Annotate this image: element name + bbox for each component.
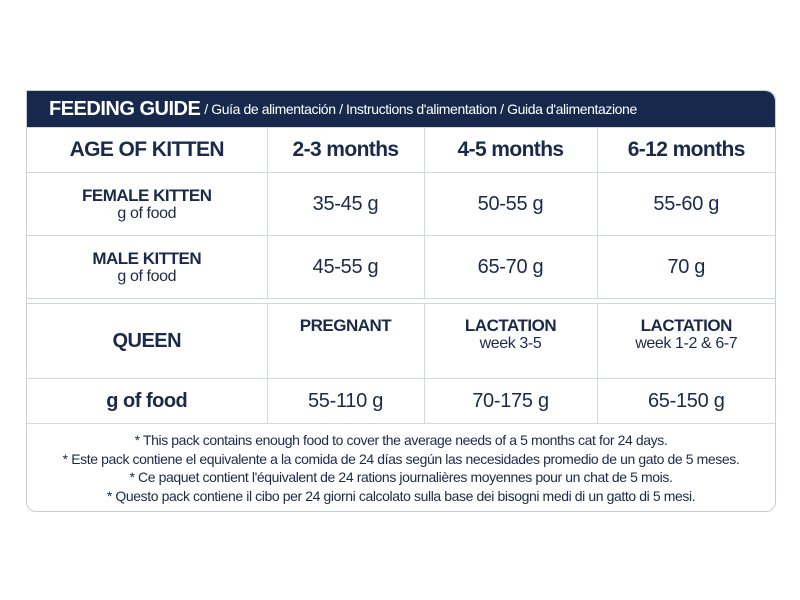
- table-cell: 65-70 g: [423, 235, 598, 299]
- row-label-g-of-food: g of food: [27, 378, 268, 424]
- row-label-female-kitten: FEMALE KITTEN g of food: [27, 172, 268, 236]
- table-row: QUEEN PREGNANT LACTATION week 3-5 LACTAT…: [27, 303, 775, 379]
- corner-label: AGE OF KITTEN: [27, 127, 268, 173]
- table-cell: 35-45 g: [266, 172, 425, 236]
- feeding-guide-card: FEEDING GUIDE / Guía de alimentación / I…: [26, 90, 776, 512]
- table-cell: 55-110 g: [266, 378, 425, 424]
- table-cell: 65-150 g: [596, 378, 775, 424]
- table-cell: 55-60 g: [596, 172, 775, 236]
- column-header: 6-12 months: [596, 127, 775, 173]
- row-label-male-kitten: MALE KITTEN g of food: [27, 235, 268, 299]
- table-row: FEMALE KITTEN g of food 35-45 g 50-55 g …: [27, 172, 775, 236]
- column-header: 2-3 months: [266, 127, 425, 173]
- footnote-it: * Questo pack contiene il cibo per 24 gi…: [106, 487, 696, 504]
- header-subtitle: / Guía de alimentación / Instructions d'…: [204, 101, 637, 117]
- phase-header: LACTATION week 3-5: [423, 303, 598, 379]
- table-row: g of food 55-110 g 70-175 g 65-150 g: [27, 378, 775, 424]
- footnote-fr: * Ce paquet contient l'équivalent de 24 …: [129, 469, 673, 485]
- phase-header: LACTATION week 1-2 & 6-7: [596, 303, 775, 379]
- table-cell: 70-175 g: [423, 378, 598, 424]
- table-cell: 70 g: [596, 235, 775, 299]
- header-title: FEEDING GUIDE: [49, 97, 201, 120]
- table-header-row: AGE OF KITTEN 2-3 months 4-5 months 6-12…: [27, 127, 775, 173]
- feeding-guide-header: FEEDING GUIDE / Guía de alimentación / I…: [27, 91, 775, 127]
- table-cell: 45-55 g: [266, 235, 425, 299]
- footnote-en: * This pack contains enough food to cove…: [134, 432, 668, 448]
- table-cell: 50-55 g: [423, 172, 598, 236]
- table-row: MALE KITTEN g of food 45-55 g 65-70 g 70…: [27, 235, 775, 299]
- footnotes: * This pack contains enough food to cove…: [27, 424, 775, 505]
- footnote-es: * Este pack contiene el equivalente a la…: [62, 450, 740, 467]
- feeding-table: AGE OF KITTEN 2-3 months 4-5 months 6-12…: [27, 127, 775, 424]
- column-header: 4-5 months: [423, 127, 598, 173]
- row-label-queen: QUEEN: [27, 303, 268, 379]
- phase-header: PREGNANT: [266, 303, 425, 379]
